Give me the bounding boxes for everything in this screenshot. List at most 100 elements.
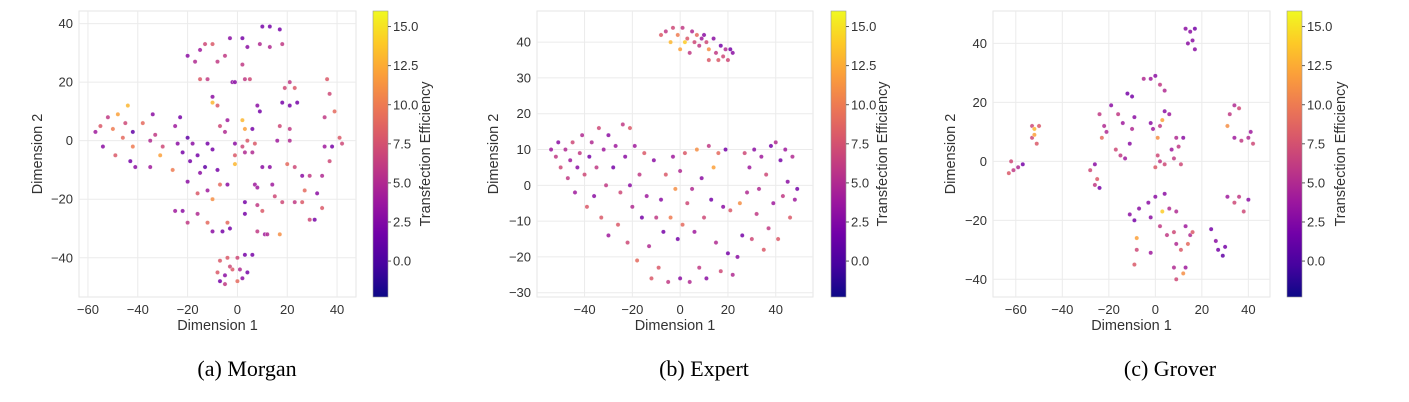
data-point	[242, 211, 248, 217]
data-point	[294, 100, 300, 106]
data-point	[267, 44, 273, 50]
data-point	[689, 29, 695, 34]
data-point	[735, 254, 740, 260]
data-point	[197, 170, 203, 176]
data-point	[240, 275, 245, 281]
data-point	[620, 122, 626, 127]
data-point	[572, 190, 578, 195]
data-point	[567, 157, 573, 163]
scatter-panel-3: −60 −40 −20 0 20 40 −40 −20 0 20 40 Dimension 1 Dime…	[943, 10, 1349, 381]
data-point	[132, 164, 138, 170]
x-axis-label: Dimension 1	[1091, 318, 1172, 334]
data-point	[242, 126, 248, 132]
data-point	[172, 208, 178, 214]
data-point	[694, 32, 700, 38]
data-point	[1148, 250, 1154, 256]
y-tick-label: 10	[517, 142, 531, 157]
data-point	[1136, 206, 1142, 211]
data-point	[222, 281, 228, 287]
data-point	[627, 125, 633, 131]
data-point	[1185, 241, 1191, 247]
data-point	[259, 164, 265, 170]
data-point	[1213, 238, 1219, 244]
data-point	[649, 275, 654, 281]
data-point	[1162, 161, 1168, 167]
data-point	[668, 39, 673, 45]
data-point	[217, 258, 223, 264]
data-point	[694, 147, 700, 152]
x-tick-label: −20	[1098, 302, 1120, 317]
data-point	[725, 250, 731, 256]
data-point	[720, 54, 726, 59]
data-point	[1164, 232, 1170, 238]
x-tick-label: 20	[280, 302, 294, 317]
data-point	[322, 144, 328, 149]
data-point	[718, 268, 724, 274]
data-point	[322, 114, 328, 120]
data-point	[613, 143, 619, 149]
data-point	[1238, 138, 1244, 144]
data-point	[274, 138, 280, 144]
data-point	[682, 39, 688, 45]
data-point	[1155, 135, 1161, 141]
data-point	[565, 175, 571, 181]
data-point	[1141, 76, 1147, 82]
data-point	[775, 236, 781, 242]
data-point	[1148, 214, 1154, 220]
data-point	[175, 141, 181, 147]
data-point	[646, 243, 652, 249]
data-point	[563, 147, 568, 152]
data-point	[699, 36, 705, 41]
data-point	[312, 217, 318, 223]
data-point	[615, 222, 621, 228]
data-point	[249, 126, 255, 132]
data-point	[1127, 141, 1133, 147]
data-point	[773, 139, 779, 145]
data-point	[1148, 120, 1154, 126]
data-point	[287, 103, 293, 108]
data-point	[222, 272, 228, 278]
data-point	[730, 272, 736, 278]
data-point	[715, 57, 721, 63]
data-point	[150, 111, 156, 117]
data-point	[634, 258, 640, 263]
data-point	[272, 193, 278, 199]
data-point	[244, 44, 250, 50]
data-point	[598, 215, 604, 220]
data-point	[225, 220, 230, 226]
data-point	[1187, 29, 1193, 35]
colorbar-tick-label: 5.0	[1307, 175, 1325, 190]
data-point	[160, 144, 166, 149]
data-point	[210, 41, 215, 47]
data-point	[1152, 73, 1158, 79]
data-point	[713, 50, 719, 56]
data-point	[232, 79, 238, 85]
data-point	[1192, 26, 1198, 32]
data-point	[284, 161, 290, 167]
data-point	[723, 147, 728, 152]
data-point	[663, 172, 669, 177]
data-point	[264, 231, 270, 237]
data-point	[1134, 247, 1140, 253]
data-point	[254, 229, 260, 234]
data-point	[240, 117, 245, 123]
data-point	[692, 229, 697, 235]
data-point	[115, 111, 121, 117]
data-point	[715, 150, 721, 156]
data-point	[1036, 123, 1042, 129]
data-point	[706, 143, 712, 149]
data-point	[222, 53, 228, 59]
x-tick-label: 20	[1195, 302, 1209, 317]
data-point	[302, 188, 308, 193]
data-point	[215, 59, 220, 65]
data-point	[1094, 176, 1100, 182]
data-point	[701, 32, 707, 38]
data-point	[202, 41, 208, 47]
data-point	[1008, 158, 1014, 164]
data-point	[1185, 41, 1191, 46]
data-point	[1150, 126, 1156, 132]
data-point	[699, 175, 705, 181]
data-point	[1236, 194, 1242, 200]
data-point	[1129, 126, 1135, 132]
y-tick-label: 0	[66, 133, 73, 148]
